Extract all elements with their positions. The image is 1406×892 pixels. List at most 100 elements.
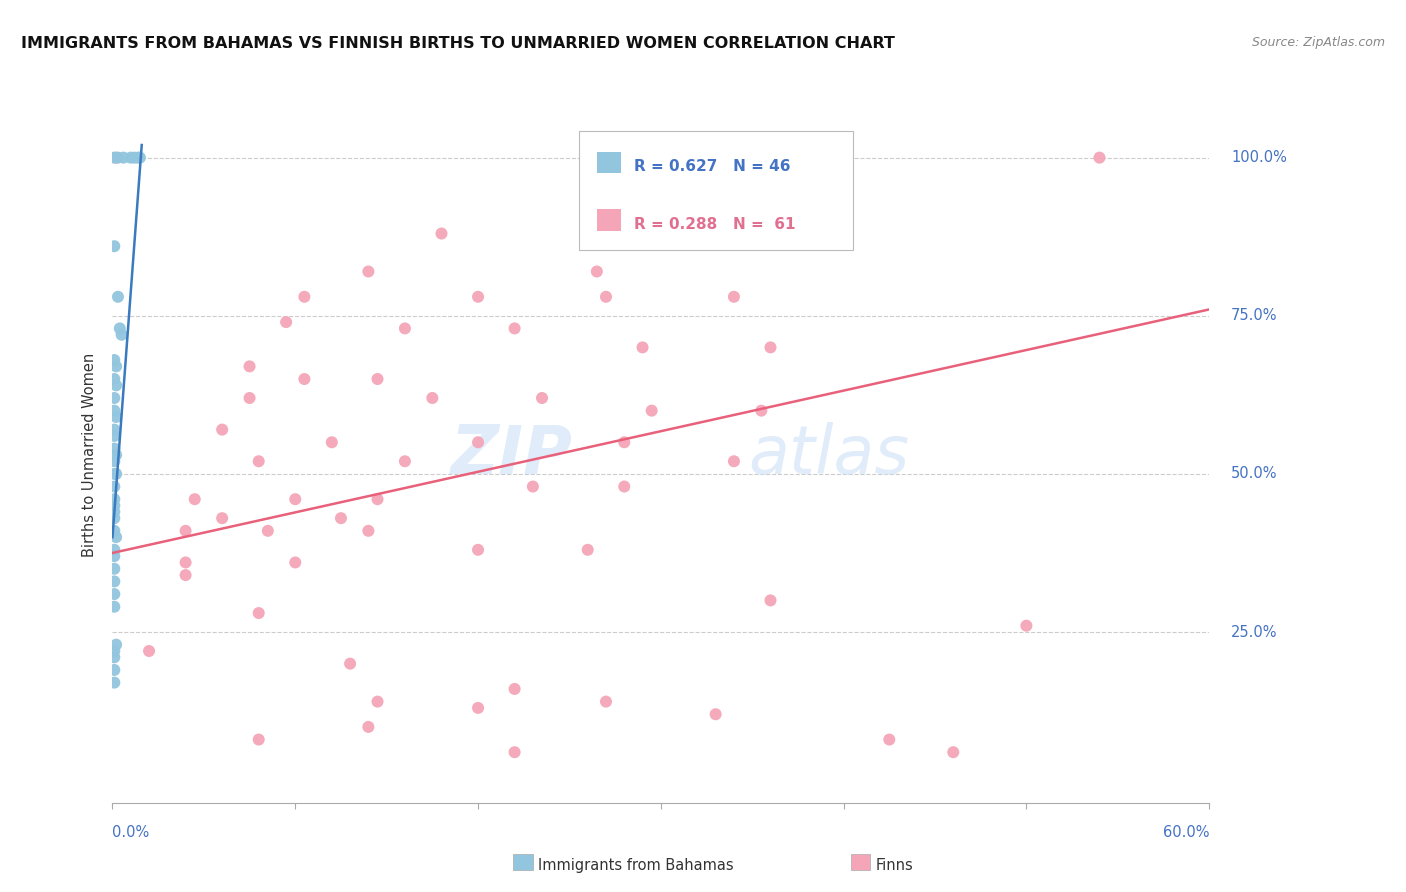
- Point: [394, 454, 416, 468]
- Point: [103, 587, 125, 601]
- Y-axis label: Births to Unmarried Women: Births to Unmarried Women: [82, 353, 97, 557]
- Point: [877, 732, 901, 747]
- Point: [595, 695, 617, 709]
- Point: [103, 151, 125, 165]
- Point: [103, 492, 125, 507]
- Point: [1088, 151, 1111, 165]
- Text: R = 0.627   N = 46: R = 0.627 N = 46: [634, 160, 792, 174]
- Point: [1015, 618, 1038, 632]
- Point: [257, 524, 280, 538]
- Bar: [598, 210, 621, 231]
- Point: [723, 290, 745, 304]
- Point: [120, 151, 142, 165]
- Text: ZIP: ZIP: [451, 422, 574, 488]
- Point: [103, 499, 125, 513]
- Point: [613, 435, 636, 450]
- Point: [103, 372, 125, 386]
- Text: atlas: atlas: [748, 422, 910, 488]
- Point: [174, 568, 197, 582]
- Point: [103, 511, 125, 525]
- Point: [357, 524, 380, 538]
- Point: [284, 492, 307, 507]
- Point: [105, 359, 128, 374]
- Text: 75.0%: 75.0%: [1232, 309, 1278, 323]
- Point: [103, 467, 125, 481]
- Point: [704, 151, 727, 165]
- Point: [107, 151, 129, 165]
- Text: Finns: Finns: [876, 858, 914, 872]
- Point: [723, 454, 745, 468]
- Point: [247, 454, 270, 468]
- Point: [103, 442, 125, 456]
- Point: [247, 732, 270, 747]
- Point: [357, 720, 380, 734]
- Point: [321, 435, 343, 450]
- Point: [284, 556, 307, 570]
- Point: [751, 403, 773, 417]
- Point: [103, 239, 125, 253]
- Point: [366, 372, 388, 386]
- Point: [108, 321, 131, 335]
- Point: [613, 479, 636, 493]
- Point: [247, 606, 270, 620]
- Point: [103, 599, 125, 614]
- Point: [211, 511, 233, 525]
- Point: [103, 650, 125, 665]
- Point: [394, 321, 416, 335]
- Text: 60.0%: 60.0%: [1163, 825, 1209, 840]
- Point: [183, 492, 207, 507]
- Point: [586, 264, 609, 278]
- Point: [174, 524, 197, 538]
- Point: [103, 454, 125, 468]
- Point: [467, 701, 489, 715]
- Point: [103, 524, 125, 538]
- Point: [576, 542, 599, 557]
- Point: [330, 511, 353, 525]
- Point: [422, 391, 444, 405]
- Point: [467, 435, 489, 450]
- Point: [103, 391, 125, 405]
- Point: [105, 638, 128, 652]
- Point: [124, 151, 146, 165]
- Point: [103, 675, 125, 690]
- Point: [503, 681, 526, 696]
- Point: [366, 695, 388, 709]
- Point: [103, 423, 125, 437]
- Point: [129, 151, 152, 165]
- Point: [292, 290, 315, 304]
- Point: [467, 290, 489, 304]
- Point: [105, 151, 128, 165]
- Point: [105, 448, 128, 462]
- Point: [759, 593, 782, 607]
- Point: [103, 403, 125, 417]
- Point: [631, 340, 654, 354]
- Point: [641, 403, 664, 417]
- Point: [111, 327, 132, 342]
- Point: [595, 290, 617, 304]
- Point: [276, 315, 298, 329]
- Point: [357, 264, 380, 278]
- Point: [103, 549, 125, 563]
- Text: 0.0%: 0.0%: [112, 825, 149, 840]
- Point: [105, 378, 128, 392]
- Point: [105, 467, 128, 481]
- Point: [239, 359, 262, 374]
- Point: [430, 227, 453, 241]
- Point: [339, 657, 361, 671]
- Point: [103, 505, 125, 519]
- Point: [467, 542, 489, 557]
- Point: [105, 409, 128, 424]
- Point: [105, 530, 128, 544]
- Point: [103, 574, 125, 589]
- Point: [138, 644, 160, 658]
- Point: [103, 429, 125, 443]
- Point: [107, 290, 129, 304]
- Text: 100.0%: 100.0%: [1232, 150, 1286, 165]
- Text: IMMIGRANTS FROM BAHAMAS VS FINNISH BIRTHS TO UNMARRIED WOMEN CORRELATION CHART: IMMIGRANTS FROM BAHAMAS VS FINNISH BIRTH…: [21, 36, 896, 51]
- Point: [127, 151, 149, 165]
- Bar: [598, 152, 621, 173]
- Point: [103, 353, 125, 368]
- Text: 50.0%: 50.0%: [1232, 467, 1278, 482]
- Point: [103, 644, 125, 658]
- Point: [103, 663, 125, 677]
